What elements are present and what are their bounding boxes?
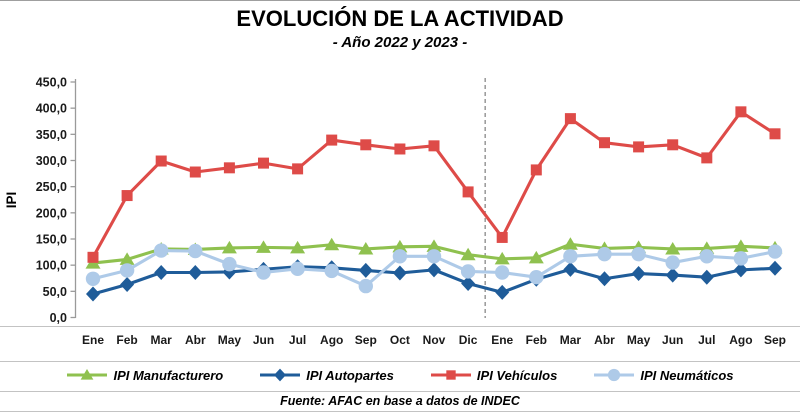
x-tick-label: Ago (729, 333, 752, 347)
page-top-rule (0, 0, 800, 1)
y-tick-label: 300,0 (36, 154, 67, 168)
y-tick-label: 450,0 (36, 76, 67, 90)
legend-item-ipi-vehículos: IPI Vehículos (430, 367, 557, 383)
y-tick-label: 400,0 (36, 102, 67, 116)
chart-subtitle: - Año 2022 y 2023 - (332, 34, 468, 51)
legend-item-ipi-autopartes: IPI Autopartes (259, 367, 394, 383)
legend-item-ipi-neumáticos: IPI Neumáticos (593, 367, 734, 383)
legend-label: IPI Manufacturero (113, 367, 224, 383)
horizontal-rule-4 (0, 411, 800, 412)
x-tick-label: May (218, 333, 242, 347)
y-tick-label: 250,0 (36, 180, 67, 194)
legend-label: IPI Neumáticos (640, 367, 734, 383)
chart-title: EVOLUCIÓN DE LA ACTIVIDAD (236, 6, 564, 31)
x-tick-label: Oct (390, 333, 410, 347)
x-tick-label: Feb (526, 333, 547, 347)
x-tick-label: Ago (320, 333, 343, 347)
x-tick-label: Ene (491, 333, 513, 347)
legend-label: IPI Vehículos (476, 367, 558, 383)
source-footer: Fuente: AFAC en base a datos de INDEC (280, 394, 520, 408)
x-tick-label: Abr (185, 333, 206, 347)
horizontal-rule-2 (0, 361, 800, 362)
horizontal-rule-3 (0, 391, 800, 392)
legend-item-ipi-manufacturero: IPI Manufacturero (66, 367, 223, 383)
x-tick-label: Jun (662, 333, 683, 347)
y-tick-label: 350,0 (36, 128, 67, 142)
diamond-legend-marker-icon (260, 368, 301, 382)
x-tick-label: Sep (355, 333, 377, 347)
chart-legend: IPI Manufacturero IPI Autopartes IPI Vehíc… (0, 361, 800, 389)
y-tick-label: 200,0 (36, 206, 67, 220)
series-ipi-neumáticos (85, 243, 783, 294)
x-tick-label: Jul (289, 333, 306, 347)
series-ipi-vehículos (87, 106, 781, 263)
x-tick-label: Dic (459, 333, 478, 347)
legend-label: IPI Autopartes (306, 367, 394, 383)
y-tick-label: 0,0 (50, 311, 67, 325)
circle-legend-marker-icon (594, 368, 635, 382)
y-tick-label: 100,0 (36, 259, 67, 273)
x-tick-label: Feb (116, 333, 137, 347)
x-axis-labels: Ene Feb Mar Abr May Jun Jul Ago Sep Oct Nov Dic Ene F… (82, 333, 786, 347)
y-tick-label: 50,0 (43, 285, 67, 299)
x-tick-label: Ene (82, 333, 104, 347)
x-tick-label: Jul (698, 333, 715, 347)
x-tick-label: Mar (560, 333, 582, 347)
x-tick-label: Sep (764, 333, 786, 347)
x-tick-label: Jun (253, 333, 274, 347)
x-tick-label: Nov (423, 333, 446, 347)
square-legend-marker-icon (430, 370, 471, 380)
x-tick-label: Mar (151, 333, 173, 347)
horizontal-rule-1 (0, 326, 800, 327)
y-axis: 450,0 400,0 350,0 300,0 250,0 200,0 150,0 100,0… (36, 76, 77, 325)
x-tick-label: Abr (594, 333, 615, 347)
y-axis-title: IPI (4, 192, 19, 209)
x-tick-label: May (627, 333, 651, 347)
triangle-legend-marker-icon (67, 369, 108, 380)
y-tick-label: 150,0 (36, 233, 67, 247)
activity-line-chart: 450,0 400,0 350,0 300,0 250,0 200,0 150,0 100,0… (4, 76, 786, 348)
